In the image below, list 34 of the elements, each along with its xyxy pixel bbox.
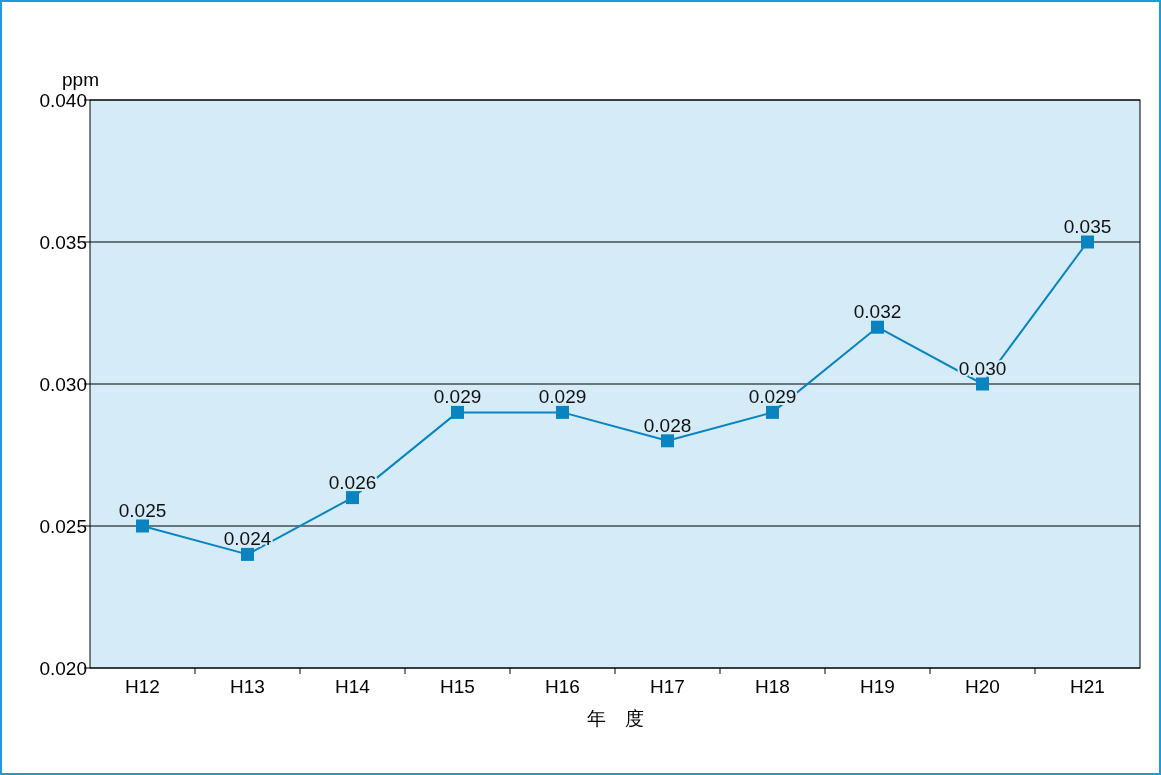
data-label: 0.029: [538, 386, 587, 408]
x-tick-label: H18: [755, 676, 790, 697]
point: [871, 320, 884, 334]
x-tick-label: H19: [860, 676, 895, 697]
x-tick-label: H21: [1070, 676, 1105, 697]
data-label: 0.032: [853, 301, 902, 323]
data-label: 0.028: [643, 414, 692, 436]
y-tick-label: 0.040: [39, 89, 87, 111]
data-label: 0.025: [118, 500, 167, 521]
y-tick-label: 0.030: [39, 373, 87, 395]
point: [976, 377, 989, 391]
point: [661, 434, 674, 448]
y-tick-label: 0.020: [39, 657, 87, 679]
data-label: 0.029: [433, 386, 482, 408]
x-tick-label: H14: [335, 676, 371, 697]
point: [1081, 235, 1094, 249]
point: [451, 405, 464, 419]
y-axis-title: ppm: [62, 69, 99, 90]
x-tick-label: H13: [230, 676, 265, 697]
x-tick-label: H16: [545, 676, 580, 697]
data-label: 0.035: [1063, 216, 1112, 237]
x-tick-label: H20: [965, 676, 1000, 697]
data-label: 0.024: [223, 528, 272, 550]
point: [766, 405, 779, 419]
point: [556, 405, 569, 419]
point: [241, 547, 254, 561]
x-tick-label: H17: [650, 676, 685, 697]
y-tick-label: 0.025: [39, 515, 87, 537]
x-tick-label: H12: [125, 676, 160, 697]
x-tick-label: H15: [440, 676, 475, 697]
y-tick-label: 0.035: [39, 231, 87, 253]
point: [136, 519, 149, 533]
x-axis-title: 年 度: [586, 708, 644, 729]
point: [346, 491, 359, 505]
